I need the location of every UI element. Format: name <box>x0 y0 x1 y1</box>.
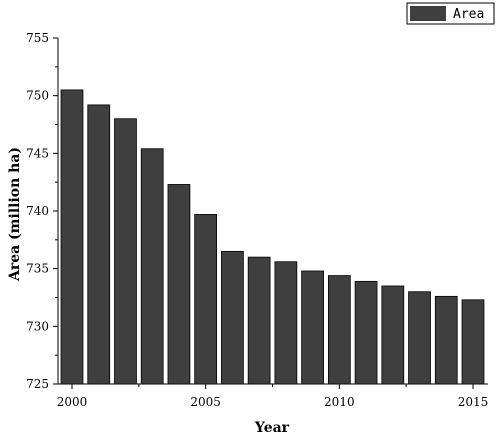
legend: Area <box>406 2 495 25</box>
y-tick-label: 750 <box>26 89 49 103</box>
legend-swatch <box>410 6 446 21</box>
legend-label: Area <box>453 7 484 22</box>
x-tick-label: 2005 <box>190 395 221 409</box>
bar-2013 <box>408 291 431 385</box>
y-tick-label: 755 <box>26 31 49 45</box>
bar-2011 <box>354 280 378 385</box>
y-tick-label: 745 <box>26 146 49 160</box>
bar-2006 <box>221 250 244 385</box>
y-tick-label: 725 <box>26 377 49 391</box>
bar-2001 <box>87 104 111 385</box>
x-tick-label: 2000 <box>57 395 88 409</box>
x-axis-title: Year <box>254 420 290 436</box>
x-tick-label: 2010 <box>324 395 355 409</box>
bar-2004 <box>167 184 191 385</box>
bar-2010 <box>327 275 351 385</box>
bar-2005 <box>194 214 218 385</box>
bar-2002 <box>114 118 137 385</box>
x-tick-label: 2015 <box>458 395 489 409</box>
bar-2000 <box>60 89 84 385</box>
bar-2012 <box>381 285 405 385</box>
y-tick-label: 735 <box>26 262 49 276</box>
x-axis-ticks: 2000 2005 2010 2015 <box>57 384 489 409</box>
bar-2007 <box>247 256 271 385</box>
y-axis-title: Area (million ha) <box>7 147 23 282</box>
bar-2003 <box>140 148 164 385</box>
bar-series <box>60 89 485 385</box>
bar-2015 <box>461 299 485 385</box>
y-axis-ticks: 725 730 735 740 745 750 755 <box>26 31 58 391</box>
y-tick-label: 730 <box>26 319 49 333</box>
y-tick-label: 740 <box>26 204 49 218</box>
bar-2014 <box>434 295 458 385</box>
bar-2009 <box>301 270 324 385</box>
bar-2008 <box>274 261 298 385</box>
